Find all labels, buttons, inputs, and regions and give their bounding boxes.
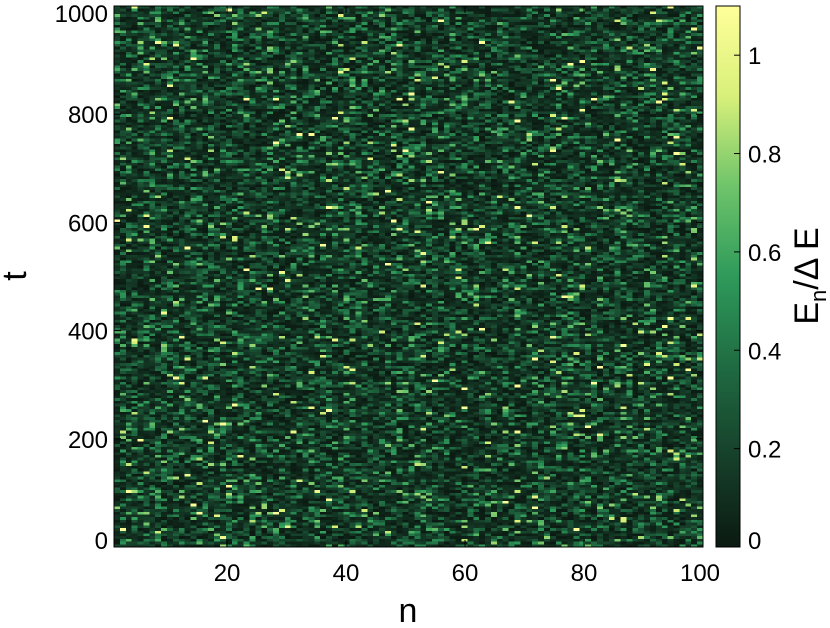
colorbar: 0 0.2 0.4 0.6 0.8 1 En/Δ E <box>715 5 830 555</box>
colorbar-label-subscript: n <box>806 290 830 302</box>
colorbar-tick-label: 0.6 <box>748 240 781 267</box>
colorbar-label: En/Δ E <box>788 227 830 324</box>
y-tick-label: 200 <box>68 427 108 454</box>
x-tick-label: 20 <box>214 560 241 587</box>
y-tick-label: 400 <box>68 319 108 346</box>
colorbar-label-rest: /Δ E <box>788 227 826 289</box>
colorbar-tick-label: 0.4 <box>748 338 781 365</box>
y-tick-label: 1000 <box>55 1 108 28</box>
colorbar-tick-label: 1 <box>748 43 761 70</box>
x-tick-label: 80 <box>571 560 598 587</box>
y-tick-label: 600 <box>68 210 108 237</box>
colorbar-gradient <box>715 5 741 548</box>
x-axis-ticks: 20 40 60 80 100 <box>214 6 720 587</box>
y-axis-label: t <box>0 271 34 281</box>
colorbar-label-main: E <box>788 302 826 325</box>
x-tick-label: 100 <box>680 560 720 587</box>
heatmap-cells <box>114 6 703 547</box>
heatmap-plot-area <box>113 5 704 548</box>
colorbar-ticks: 0 0.2 0.4 0.6 0.8 1 <box>734 43 781 555</box>
x-axis-label: n <box>399 592 418 628</box>
x-tick-label: 60 <box>452 560 479 587</box>
colorbar-tick-label: 0 <box>748 528 761 555</box>
colorbar-tick-label: 0.8 <box>748 142 781 169</box>
y-tick-label: 800 <box>68 102 108 129</box>
plot-frame <box>113 5 704 548</box>
y-axis-ticks: 0 200 400 600 800 1000 <box>55 1 703 555</box>
y-tick-label: 0 <box>95 528 108 555</box>
colorbar-tick-label: 0.2 <box>748 437 781 464</box>
x-tick-label: 40 <box>333 560 360 587</box>
